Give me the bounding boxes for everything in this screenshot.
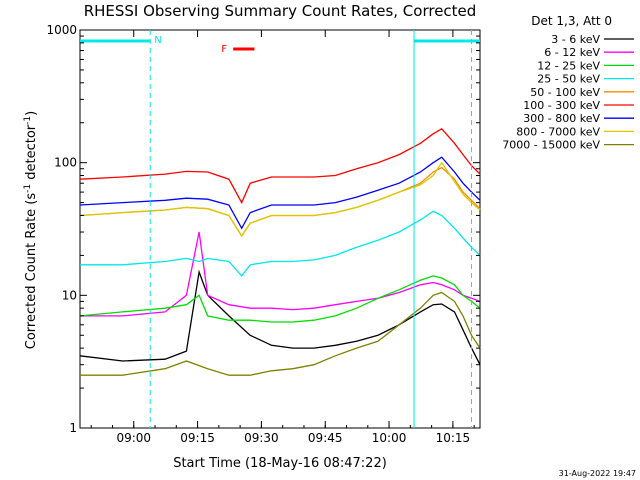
legend-entry-label: 25 - 50 keV [537, 73, 600, 86]
axis-ticks: 09:00 09:15 09:30 09:45 10:00 10:15 1 10 100 1000 [46, 23, 480, 445]
x-tick-label: 09:15 [180, 431, 215, 445]
x-axis-label: Start Time (18-May-16 08:47:22) [173, 456, 387, 471]
y-tick-label: 1000 [46, 23, 77, 37]
legend-entry-label: 3 - 6 keV [551, 33, 600, 46]
series-line-6 [79, 156, 481, 230]
x-tick-label: 10:15 [436, 431, 471, 445]
legend-entry-label: 100 - 300 keV [523, 99, 600, 112]
annotation-layer: NF [80, 30, 480, 428]
chart-title: RHESSI Observing Summary Count Rates, Co… [84, 2, 477, 20]
flare-label: F [221, 44, 227, 55]
x-tick-label: 09:00 [116, 431, 151, 445]
series-line-0 [79, 269, 481, 365]
series-line-5 [79, 127, 481, 205]
night-label: N [154, 35, 161, 46]
legend-entry-label: 50 - 100 keV [530, 86, 600, 99]
y-tick-label: 100 [54, 156, 77, 170]
legend-header: Det 1,3, Att 0 [531, 14, 612, 28]
y-axis-label-suffix: ) [24, 111, 39, 116]
y-axis-label-sup1: -1 [23, 184, 33, 193]
y-tick-label: 1 [69, 421, 77, 435]
x-tick-label: 10:00 [372, 431, 407, 445]
y-axis-label-sup2: -1 [23, 116, 33, 125]
series-line-8 [80, 291, 481, 376]
plot-area [79, 29, 481, 429]
legend-entry-label: 12 - 25 keV [537, 59, 600, 72]
legend-entry-label: 800 - 7000 keV [516, 125, 600, 138]
legend-entry-label: 7000 - 15000 keV [502, 139, 600, 152]
x-tick-label: 09:30 [244, 431, 279, 445]
series-line-3 [80, 210, 481, 277]
x-tick-label: 09:45 [308, 431, 343, 445]
plot-frame-border [79, 29, 481, 429]
series-layer [79, 127, 481, 376]
y-tick-label: 10 [62, 288, 77, 302]
y-axis-label: Corrected Count Rate (s-1 detector-1) [23, 111, 39, 349]
y-axis-label-prefix: Corrected Count Rate (s [24, 193, 39, 350]
y-axis-label-mid: detector [24, 124, 39, 184]
series-line-1 [80, 231, 481, 317]
legend-entry-label: 6 - 12 keV [544, 46, 600, 59]
footer-date: 31-Aug-2022 19:47 [559, 469, 636, 478]
series-line-2 [79, 275, 481, 323]
series-line-7 [79, 161, 481, 238]
legend-entry-label: 300 - 800 keV [523, 112, 600, 125]
